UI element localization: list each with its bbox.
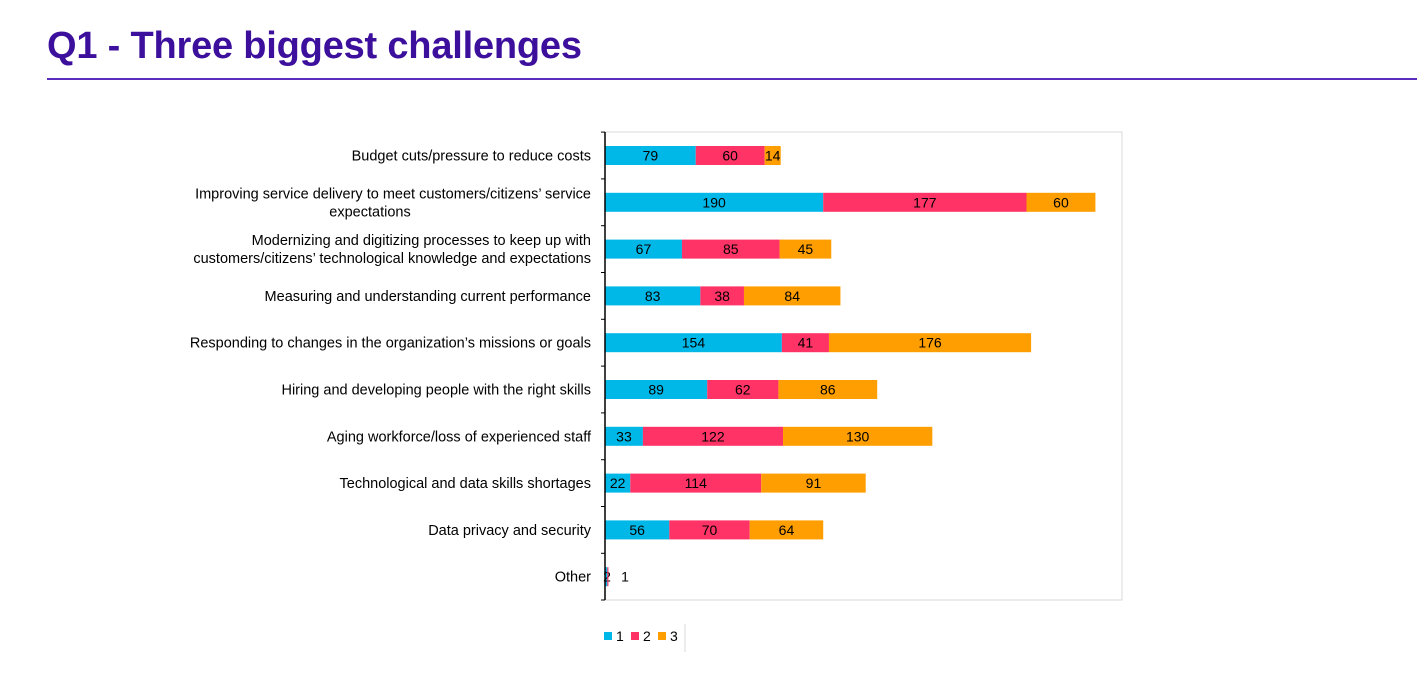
bar-series-1 xyxy=(605,473,631,493)
data-label: 56 xyxy=(629,522,645,538)
bar-series-2 xyxy=(607,567,609,587)
bar-series-3 xyxy=(761,473,866,493)
bar-series-1 xyxy=(605,333,782,353)
legend-swatch-2 xyxy=(631,632,639,640)
data-label: 41 xyxy=(798,335,814,351)
bar-series-2 xyxy=(669,520,750,540)
category-label: Improving service delivery to meet custo… xyxy=(195,186,591,220)
bar-series-2 xyxy=(642,426,784,446)
category-label: Modernizing and digitizing processes to … xyxy=(193,233,591,267)
data-label: 84 xyxy=(784,288,800,304)
bar-series-2 xyxy=(681,239,780,259)
legend-swatch-3 xyxy=(658,632,666,640)
category-label: Measuring and understanding current perf… xyxy=(265,289,591,305)
bar-series-2 xyxy=(630,473,762,493)
category-label: Other xyxy=(555,570,591,586)
bar-series-2 xyxy=(700,286,744,306)
bar-series-1 xyxy=(605,520,670,540)
data-label: 176 xyxy=(918,335,942,351)
category-label: Responding to changes in the organizatio… xyxy=(190,336,591,352)
data-label: 89 xyxy=(648,382,664,398)
data-label: 22 xyxy=(610,475,626,491)
data-label: 60 xyxy=(722,148,738,164)
bar-series-2 xyxy=(707,380,779,399)
data-label: 85 xyxy=(723,241,739,257)
category-label: Data privacy and security xyxy=(428,523,592,539)
legend-swatch-1 xyxy=(604,632,612,640)
data-label: 1 xyxy=(621,569,629,585)
data-label: 33 xyxy=(616,428,632,444)
data-label: 86 xyxy=(820,382,836,398)
data-label: 38 xyxy=(714,288,730,304)
title-divider xyxy=(47,78,1417,80)
bar-series-2 xyxy=(695,146,765,165)
data-label: 114 xyxy=(685,475,708,491)
bar-series-3 xyxy=(1026,192,1096,212)
bar-series-1 xyxy=(605,426,643,446)
category-label: Technological and data skills shortages xyxy=(340,476,591,492)
category-label: Budget cuts/pressure to reduce costs xyxy=(352,149,591,165)
category-label: Hiring and developing people with the ri… xyxy=(281,383,591,399)
data-label: 130 xyxy=(846,428,870,444)
data-label: 62 xyxy=(735,382,751,398)
bar-series-1 xyxy=(605,286,701,306)
bar-series-1 xyxy=(605,239,682,259)
data-label: 154 xyxy=(682,335,706,351)
data-label: 70 xyxy=(702,522,718,538)
bar-series-1 xyxy=(605,146,696,165)
data-label: 2 xyxy=(603,569,611,585)
page-title: Q1 - Three biggest challenges xyxy=(47,25,582,67)
bar-series-3 xyxy=(828,333,1032,353)
legend-label: 1 xyxy=(616,628,624,644)
legend-label: 2 xyxy=(643,628,651,644)
data-label: 83 xyxy=(645,288,661,304)
bar-series-1 xyxy=(605,380,708,399)
data-label: 79 xyxy=(643,148,659,164)
data-label: 190 xyxy=(702,194,726,210)
bar-series-3 xyxy=(743,286,841,306)
bar-series-1 xyxy=(605,192,824,212)
bar-series-3 xyxy=(764,146,781,165)
data-label: 67 xyxy=(636,241,652,257)
data-label: 60 xyxy=(1053,194,1069,210)
bar-series-3 xyxy=(778,380,878,399)
bar-series-3 xyxy=(779,239,832,259)
bar-series-1 xyxy=(605,567,608,587)
bar-series-3 xyxy=(783,426,933,446)
bar-series-2 xyxy=(781,333,829,353)
data-label: 122 xyxy=(701,428,725,444)
data-label: 14 xyxy=(765,148,781,164)
legend-label: 3 xyxy=(670,628,678,644)
data-label: 64 xyxy=(779,522,795,538)
data-label: 45 xyxy=(798,241,814,257)
bar-series-2 xyxy=(823,192,1027,212)
bar-series-3 xyxy=(749,520,824,540)
category-label: Aging workforce/loss of experienced staf… xyxy=(327,429,592,445)
data-label: 91 xyxy=(806,475,822,491)
data-label: 177 xyxy=(913,194,937,210)
